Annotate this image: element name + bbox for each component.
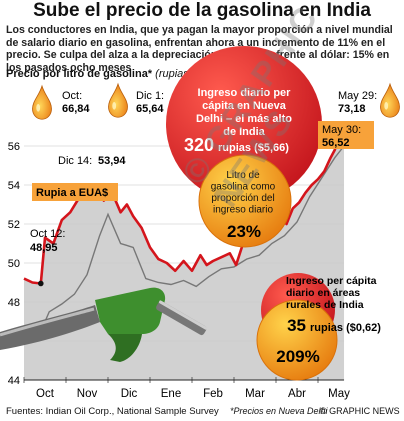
x-axis: Oct Nov Dic Ene Feb Mar Abr May xyxy=(23,377,350,400)
circle-value-unit: rupias ($5,66) xyxy=(218,142,289,154)
x-tick-label: Dic xyxy=(121,388,138,400)
footer-sources: Fuentes: Indian Oil Corp., National Samp… xyxy=(6,406,219,417)
y-tick-label: 44 xyxy=(8,375,20,387)
drop-value-label: 65,64 xyxy=(136,103,164,115)
circle-value: 320 xyxy=(184,135,214,155)
y-tick-label: 52 xyxy=(8,219,20,231)
x-tick-label: Oct xyxy=(36,388,55,400)
circle-caption: rurales de India xyxy=(286,299,364,311)
x-tick-label: Feb xyxy=(203,388,223,400)
drop-highlight xyxy=(384,102,389,110)
drop-value-label: 66,84 xyxy=(62,103,90,115)
may30-callout-box xyxy=(318,121,374,149)
oil-drop-icon xyxy=(32,84,52,120)
circle-caption: gasolina como xyxy=(211,182,276,193)
circle-value-unit: rupias ($0,62) xyxy=(310,322,381,334)
circle-caption: de India xyxy=(223,126,265,138)
intro-text: Los conductores en India, que ya pagan l… xyxy=(6,24,393,74)
price-value-label: 56,52 xyxy=(322,137,350,149)
y-axis: 44464850525456 xyxy=(8,141,20,387)
rupee-label: Rupia a EUA$ xyxy=(36,187,108,199)
income-circle-delhi xyxy=(166,46,322,202)
circle-caption: Delhi – el más alto xyxy=(196,113,292,125)
circle-caption: Ingreso diario per xyxy=(198,87,292,99)
price-marker xyxy=(38,280,44,287)
drop-value-label: 73,18 xyxy=(338,103,366,115)
y-tick-label: 54 xyxy=(8,180,20,192)
footer-note: *Precios en Nueva Delhi xyxy=(230,406,328,416)
x-tick-label: Nov xyxy=(77,388,98,400)
drop-date-label: May 29: xyxy=(338,90,377,102)
annotation-layer: Oct:66,84 Dic 1:65,64 May 29:73,18 Oct 12: 4… xyxy=(30,90,377,254)
subtitle-text: Precio por litro de gasolina* xyxy=(6,68,153,80)
rural-share-circle xyxy=(256,299,338,381)
drop-highlight xyxy=(36,104,41,112)
y-tick-label: 56 xyxy=(8,141,20,153)
oil-drop-icon xyxy=(108,82,128,118)
drop-date-label: Oct: xyxy=(62,90,82,102)
circle-caption: proporción del xyxy=(211,193,274,204)
circle-value: 209% xyxy=(276,347,319,366)
price-date-label: Oct 12: xyxy=(30,228,65,240)
price-value-label: 48,95 xyxy=(30,242,58,254)
price-date-label: Dic 14: xyxy=(58,155,92,167)
y-tick-label: 48 xyxy=(8,297,20,309)
circle-caption: Litro de xyxy=(226,170,260,181)
circle-caption: ingreso diario xyxy=(213,205,273,216)
circle-value: 35 xyxy=(287,316,306,335)
fuel-share-circle xyxy=(198,154,292,248)
drop-layer xyxy=(32,82,400,120)
circle-value: 23% xyxy=(227,222,261,241)
circle-caption: cápita en Nueva xyxy=(202,100,287,112)
footer-credit: © GRAPHIC NEWS xyxy=(320,406,400,416)
rupee-callout-box xyxy=(32,183,118,201)
rupee-line xyxy=(23,145,345,343)
x-tick-label: May xyxy=(328,388,350,400)
drop-date-label: Dic 1: xyxy=(136,90,164,102)
price-date-label: May 30: xyxy=(322,124,361,136)
circle-caption: Ingreso per cápita xyxy=(286,275,377,287)
drop-highlight xyxy=(112,102,117,110)
page-title: Sube el precio de la gasolina en India xyxy=(33,0,371,21)
circle-caption: diario en áreas xyxy=(286,287,360,299)
fuel-nozzle-icon xyxy=(0,287,208,362)
x-tick-label: Ene xyxy=(161,388,181,400)
oil-drop-icon xyxy=(380,82,400,118)
price-value-label: 53,94 xyxy=(98,155,126,167)
x-tick-label: Abr xyxy=(288,388,306,400)
y-tick-label: 50 xyxy=(8,258,20,270)
x-tick-label: Mar xyxy=(245,388,265,400)
